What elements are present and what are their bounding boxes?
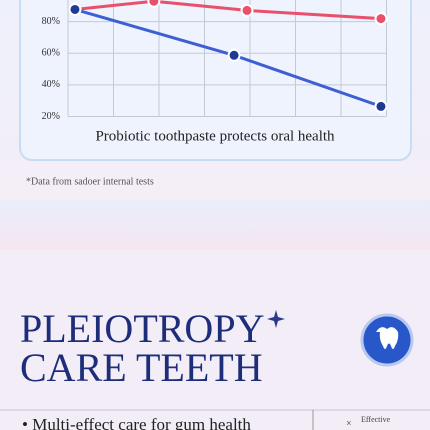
heading-line-1: PLEIOTROPY [20, 306, 264, 351]
badge-text: Effective [361, 415, 391, 424]
sparkle [267, 310, 285, 328]
heading-line-2: CARE TEETH [20, 345, 263, 390]
point [374, 12, 388, 26]
y-tick-label: 20% [42, 111, 60, 122]
point [374, 99, 388, 113]
point [147, 0, 161, 8]
point [68, 2, 82, 16]
footnote: *Data from sadoer internal tests [26, 176, 154, 187]
bullet-text: • Multi-effect care for gum health [22, 415, 251, 430]
tooth-shape [376, 327, 399, 349]
chart-panel [19, 0, 412, 161]
point [227, 48, 241, 62]
lower-background [0, 250, 430, 430]
chart-caption: Probiotic toothpaste protects oral healt… [95, 128, 335, 144]
y-tick-label: 80% [42, 16, 60, 27]
y-tick-label: 60% [42, 48, 60, 59]
y-tick-label: 40% [42, 79, 60, 90]
cross: × [346, 418, 352, 429]
point [240, 3, 254, 17]
plot: 20% 40% 60% 80% [42, 0, 388, 122]
series-line [74, 0, 382, 21]
background-band [0, 200, 430, 250]
